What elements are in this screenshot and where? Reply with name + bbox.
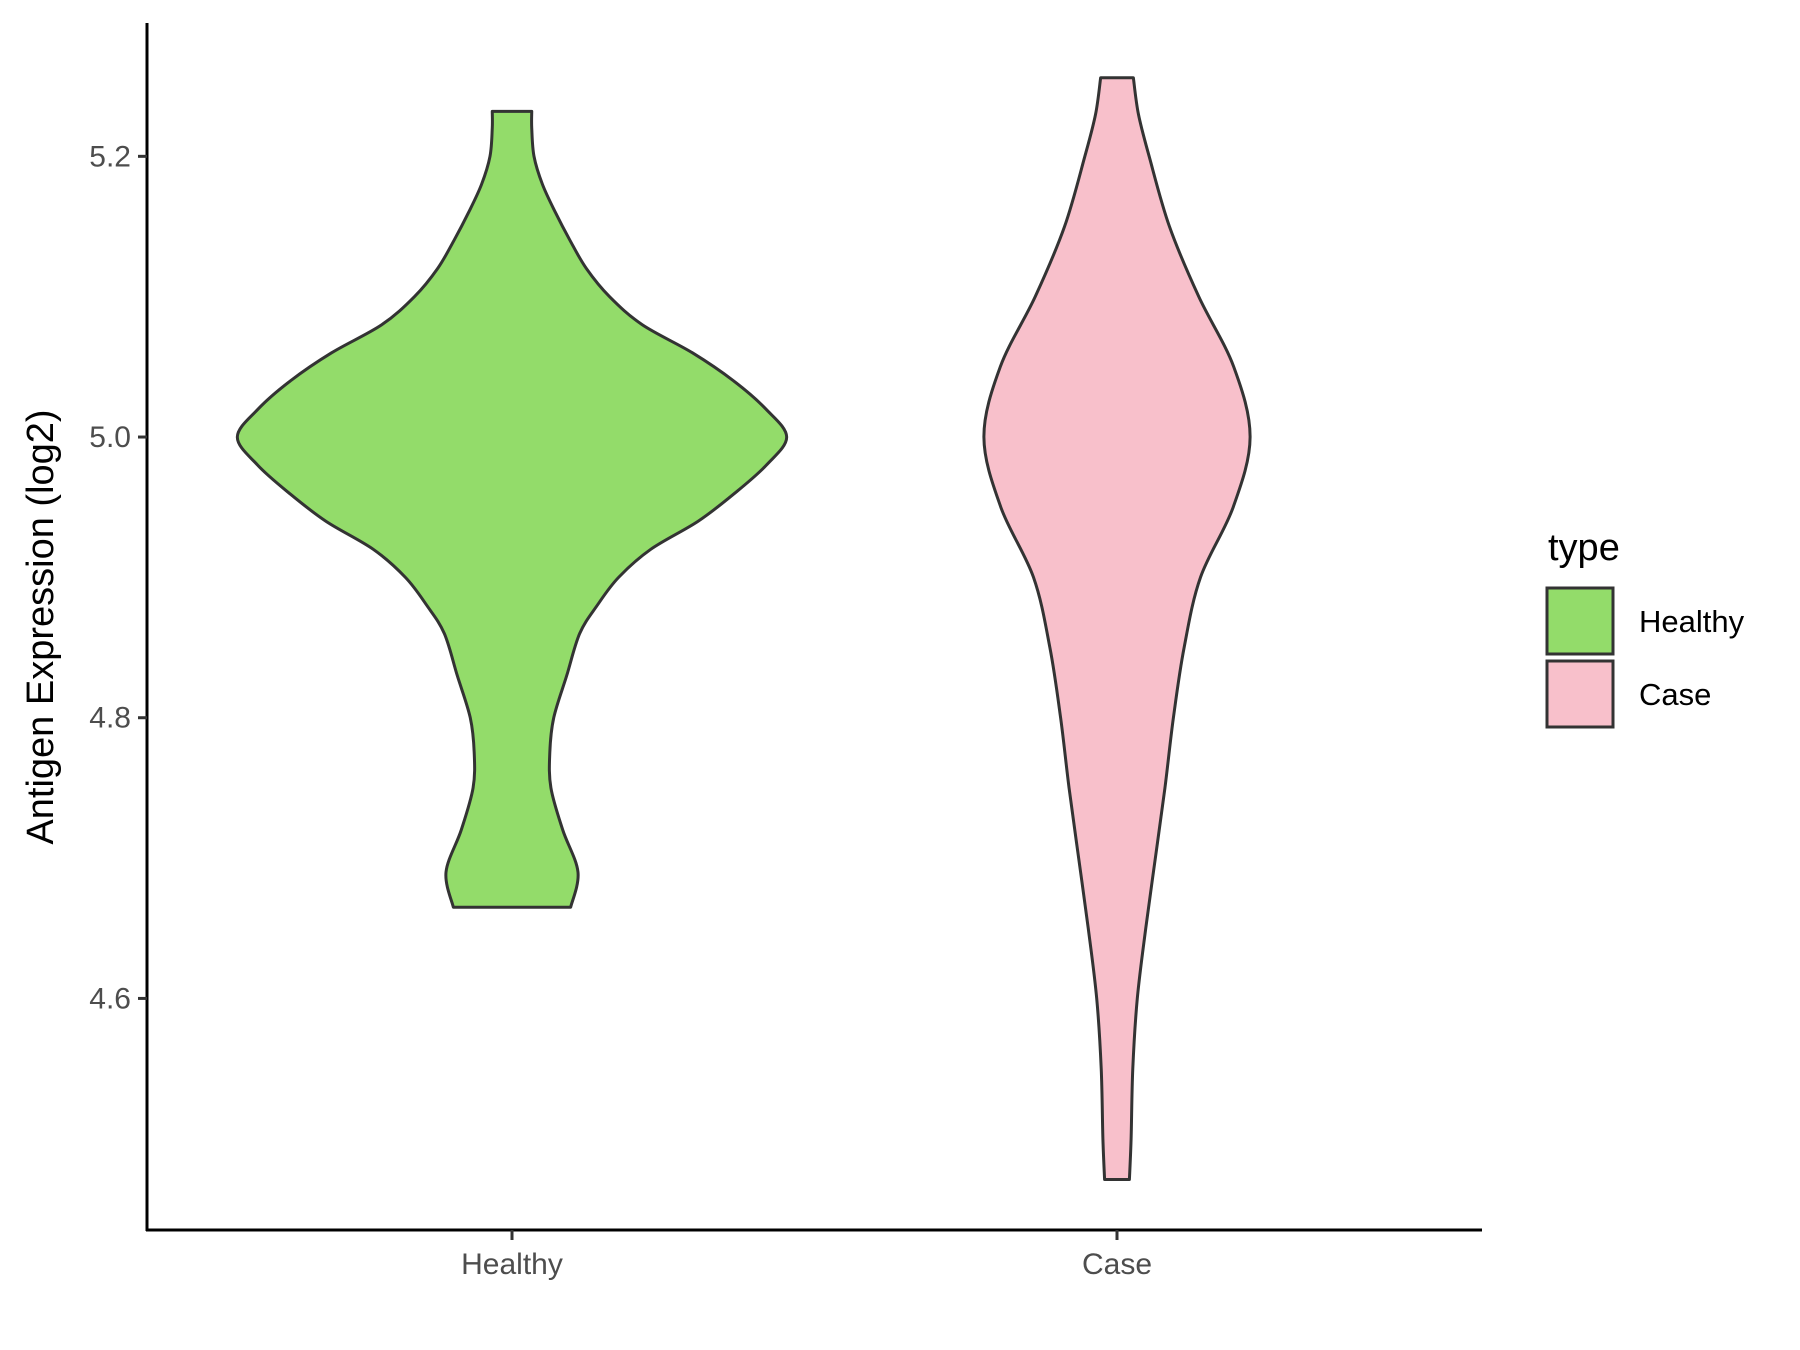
y-tick-label: 4.8 bbox=[89, 702, 131, 735]
violin-healthy bbox=[235, 109, 789, 909]
y-tick-label: 4.6 bbox=[89, 982, 131, 1015]
violin-layer bbox=[235, 76, 1252, 1181]
y-tick-label: 5.0 bbox=[89, 421, 131, 454]
legend-key-healthy bbox=[1545, 586, 1615, 656]
x-ticks: Healthy Case bbox=[461, 1230, 1152, 1281]
y-tick-label: 5.2 bbox=[89, 140, 131, 173]
legend-label-healthy: Healthy bbox=[1639, 604, 1745, 639]
y-axis-title: Antigen Expression (log2) bbox=[20, 409, 62, 844]
y-ticks: 4.6 4.8 5.0 5.2 bbox=[89, 140, 147, 1015]
legend-key-case bbox=[1545, 659, 1615, 729]
x-tick-label: Healthy bbox=[461, 1248, 563, 1281]
legend-label-case: Case bbox=[1639, 677, 1711, 712]
legend: type Healthy Case bbox=[1545, 527, 1745, 729]
legend-title: type bbox=[1548, 527, 1620, 569]
x-tick-label: Case bbox=[1082, 1248, 1152, 1281]
violin-case bbox=[982, 76, 1252, 1181]
